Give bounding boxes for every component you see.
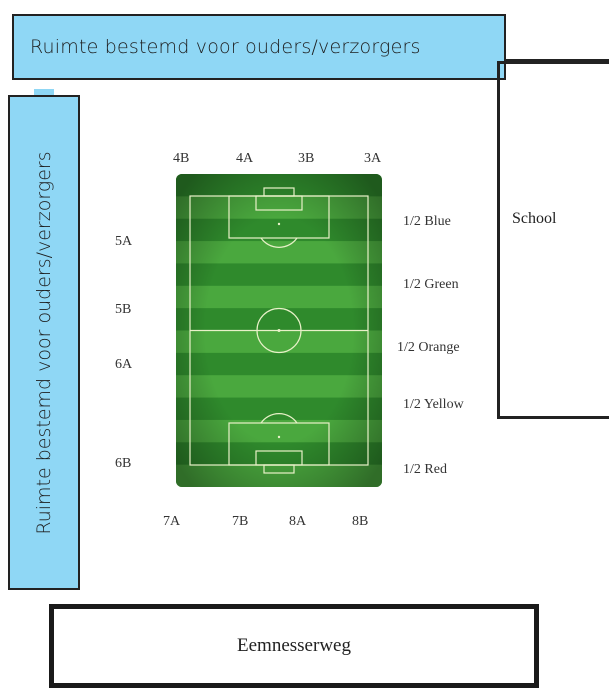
field-label-7b: 7B [232, 514, 249, 529]
school-label: School [512, 210, 557, 227]
school-boundary-line [506, 59, 609, 62]
field-label-4a: 4A [236, 151, 254, 166]
road: Eemnesserweg [49, 604, 539, 688]
field-label-8a: 8A [289, 514, 307, 529]
school-building [497, 61, 609, 419]
parents-area-top-label: Ruimte bestemd voor ouders/verzorgers [30, 36, 421, 58]
field-label-4b: 4B [173, 151, 190, 166]
field-label-half-green: 1/2 Green [403, 277, 459, 292]
field-label-6b: 6B [115, 456, 132, 471]
parents-area-side-banner: Ruimte bestemd voor ouders/verzorgers [8, 95, 80, 590]
field-label-half-blue: 1/2 Blue [403, 214, 451, 229]
football-pitch [176, 174, 382, 487]
field-label-half-orange: 1/2 Orange [397, 340, 460, 355]
side-banner-notch [34, 89, 54, 97]
field-label-3a: 3A [364, 151, 382, 166]
field-label-3b: 3B [298, 151, 315, 166]
field-label-8b: 8B [352, 514, 369, 529]
field-label-7a: 7A [163, 514, 181, 529]
road-label: Eemnesserweg [237, 635, 351, 656]
field-label-5a: 5A [115, 234, 133, 249]
field-label-half-red: 1/2 Red [403, 462, 447, 477]
parents-area-top-banner: Ruimte bestemd voor ouders/verzorgers [12, 14, 506, 80]
field-label-5b: 5B [115, 302, 132, 317]
field-label-half-yellow: 1/2 Yellow [403, 397, 464, 412]
pitch-graphic [176, 174, 382, 487]
parents-area-side-label: Ruimte bestemd voor ouders/verzorgers [33, 150, 55, 535]
field-label-6a: 6A [115, 357, 133, 372]
